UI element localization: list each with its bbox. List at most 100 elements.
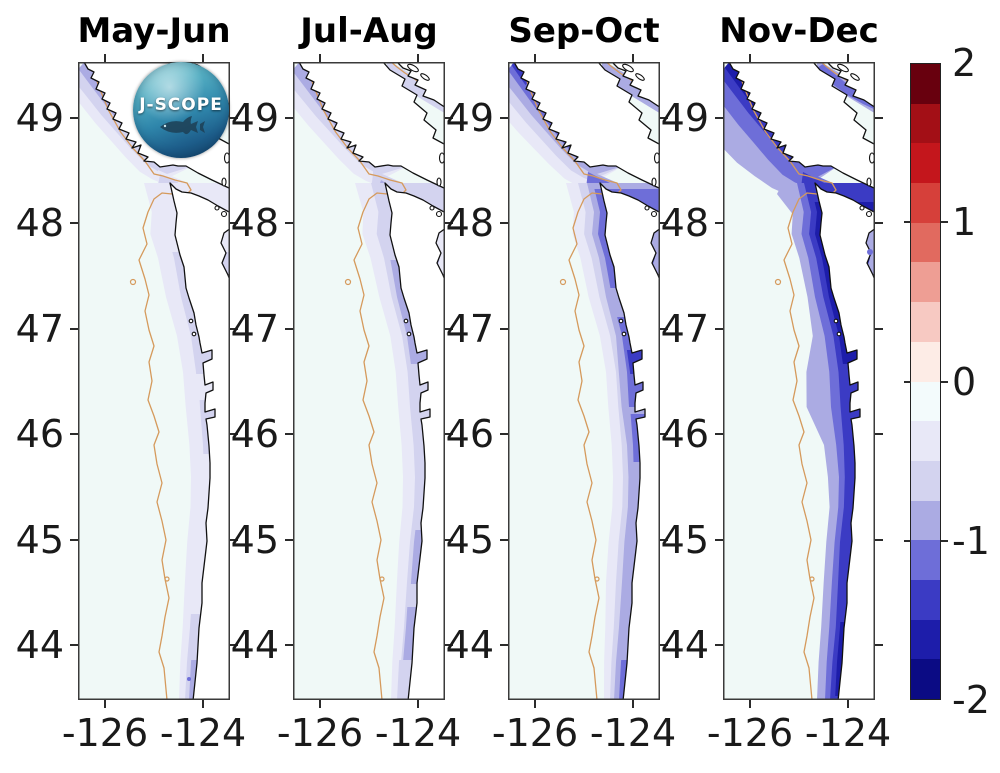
island: [188, 318, 194, 324]
tick-mark: [941, 221, 948, 224]
y-tick-label: 48: [445, 201, 494, 245]
tick-mark: [660, 328, 668, 330]
tick-mark: [445, 222, 453, 224]
tick-mark: [715, 328, 723, 330]
tick-mark: [500, 117, 508, 119]
panel-border: [508, 62, 660, 700]
panel-border: [78, 62, 230, 700]
y-tick-label: 47: [660, 307, 709, 351]
colorbar-segment: [911, 421, 940, 461]
tick-mark: [285, 222, 293, 224]
colorbar-segment: [911, 341, 940, 382]
shelf-break-contour: [594, 576, 600, 582]
y-tick-label: 45: [660, 518, 709, 562]
tick-mark: [715, 117, 723, 119]
tick-mark: [70, 433, 78, 435]
island: [403, 318, 409, 324]
tick-mark: [285, 433, 293, 435]
anomaly-shading: [867, 249, 873, 255]
island: [866, 177, 872, 187]
coastline: [814, 182, 875, 700]
coastline: [384, 182, 445, 700]
tick-mark: [534, 54, 536, 62]
x-tick-label: -124: [374, 711, 462, 755]
map-panel-nov-dec: [723, 62, 875, 700]
tick-mark: [70, 117, 78, 119]
colorbar-tick-label: 2: [952, 41, 977, 85]
island: [407, 63, 419, 73]
tick-mark: [445, 539, 453, 541]
y-tick-label: 45: [445, 518, 494, 562]
tick-mark: [875, 433, 883, 435]
map-panel-may-jun: [78, 62, 230, 700]
tick-mark: [847, 700, 849, 708]
island: [436, 177, 442, 187]
colorbar-segment: [911, 500, 940, 541]
y-tick-label: 46: [230, 412, 279, 456]
shelf-break-contour: [521, 62, 622, 700]
coastline: [728, 62, 875, 190]
island: [618, 318, 624, 324]
tick-mark: [285, 539, 293, 541]
tick-mark: [904, 539, 911, 542]
anomaly-shading: [387, 62, 445, 114]
colorbar-segment: [911, 381, 940, 422]
tick-mark: [230, 117, 238, 119]
coastline: [826, 62, 875, 109]
x-tick-label: -126: [276, 711, 364, 755]
colorbar-segment: [911, 659, 940, 699]
tick-mark: [445, 117, 453, 119]
island: [429, 205, 435, 211]
coastline: [599, 182, 660, 700]
island: [420, 73, 430, 81]
shelf-break-contour: [559, 278, 567, 286]
tick-mark: [715, 644, 723, 646]
tick-mark: [715, 222, 723, 224]
x-tick-label: -124: [159, 711, 247, 755]
tick-mark: [534, 700, 536, 708]
tick-mark: [230, 328, 238, 330]
y-tick-label: 45: [230, 518, 279, 562]
tick-mark: [500, 433, 508, 435]
anomaly-shading: [602, 62, 660, 114]
y-tick-label: 45: [15, 518, 64, 562]
island: [865, 210, 873, 218]
colorbar-segment: [911, 183, 940, 223]
island: [191, 331, 197, 337]
tick-mark: [875, 644, 883, 646]
y-tick-label: 49: [660, 96, 709, 140]
tick-mark: [660, 644, 668, 646]
x-tick-label: -124: [804, 711, 892, 755]
island: [621, 331, 627, 337]
tick-mark: [70, 539, 78, 541]
tick-mark: [749, 54, 751, 62]
panel-border: [293, 62, 445, 700]
x-tick-label: -126: [706, 711, 794, 755]
island: [650, 210, 658, 218]
tick-mark: [202, 54, 204, 62]
coastline: [396, 62, 445, 109]
colorbar-segment: [911, 460, 940, 501]
map-panel-jul-aug: [293, 62, 445, 700]
tick-mark: [847, 54, 849, 62]
colorbar-segment: [911, 143, 940, 184]
tick-mark: [104, 54, 106, 62]
tick-mark: [660, 433, 668, 435]
island: [833, 318, 839, 324]
tick-mark: [875, 328, 883, 330]
tick-mark: [904, 221, 911, 224]
tick-mark: [715, 433, 723, 435]
y-tick-label: 46: [660, 412, 709, 456]
shelf-break-contour: [774, 278, 782, 286]
tick-mark: [230, 644, 238, 646]
tick-mark: [230, 539, 238, 541]
colorbar-segment: [911, 579, 940, 620]
island: [837, 63, 849, 73]
tick-mark: [632, 54, 634, 62]
x-tick-label: -126: [61, 711, 149, 755]
panel-border: [723, 62, 875, 700]
y-tick-label: 44: [660, 623, 709, 667]
shelf-break-contour: [129, 278, 137, 286]
island: [622, 63, 634, 73]
coastline: [169, 182, 230, 700]
